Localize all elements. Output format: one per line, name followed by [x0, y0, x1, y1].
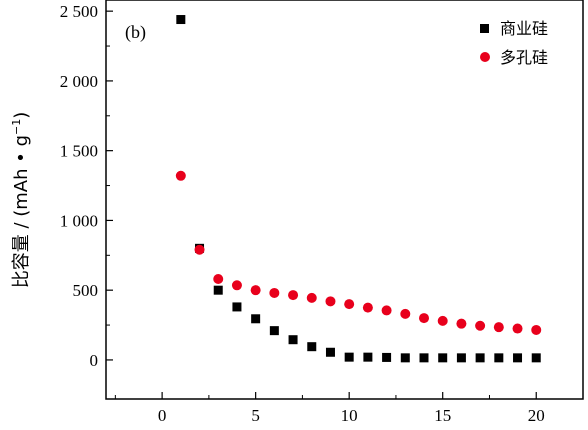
legend-marker-series-1	[480, 24, 489, 33]
data-point-series-2	[250, 285, 261, 296]
data-point-series-2	[306, 292, 317, 303]
x-tick-label: 10	[341, 406, 358, 425]
data-point-series-1	[531, 353, 541, 363]
y-tick-label: 2 000	[60, 72, 98, 91]
data-point-series-1	[363, 352, 373, 362]
data-point-series-2	[381, 305, 392, 316]
data-point-series-2	[493, 322, 504, 333]
legend-marker-series-2	[480, 52, 490, 62]
panel-label: (b)	[125, 22, 146, 43]
data-point-series-1	[325, 347, 335, 357]
y-axis-title: 比容量 / (mAh • g−1)	[10, 112, 32, 289]
data-point-series-2	[400, 308, 411, 319]
data-point-series-1	[475, 353, 485, 363]
data-point-series-2	[475, 320, 486, 331]
y-axis: 0 500 1 000 1 500 2 000 2 500	[60, 2, 113, 370]
data-point-series-2	[194, 244, 205, 255]
x-tick-label: 15	[434, 406, 451, 425]
data-point-series-1	[344, 352, 354, 362]
data-point-series-1	[400, 353, 410, 363]
data-point-series-2	[269, 287, 280, 298]
data-point-series-2	[231, 280, 242, 291]
data-point-series-1	[307, 342, 317, 352]
data-point-series-1	[419, 353, 429, 363]
data-marks	[175, 15, 542, 363]
data-point-series-1	[382, 352, 392, 362]
data-point-series-2	[325, 296, 336, 307]
y-tick-label: 0	[90, 351, 99, 370]
data-point-series-1	[232, 302, 242, 312]
data-point-series-1	[494, 353, 504, 363]
data-point-series-1	[269, 326, 279, 336]
data-point-series-2	[175, 170, 186, 181]
data-point-series-1	[176, 15, 186, 25]
data-point-series-2	[531, 324, 542, 335]
x-tick-label: 0	[158, 406, 167, 425]
y-axis-title-superscript: −1	[10, 119, 23, 135]
data-point-series-2	[362, 302, 373, 313]
data-point-series-2	[512, 323, 523, 334]
data-point-series-2	[437, 315, 448, 326]
legend: 商业硅 多孔硅	[480, 19, 548, 67]
data-point-series-1	[288, 335, 298, 345]
y-tick-label: 1 000	[60, 211, 98, 230]
y-axis-title-main: 比容量 / (mAh • g	[11, 135, 32, 288]
data-point-series-2	[288, 290, 299, 301]
data-point-series-1	[456, 353, 466, 363]
data-point-series-1	[513, 353, 523, 363]
data-point-series-2	[344, 299, 355, 310]
legend-label-series-2: 多孔硅	[500, 48, 548, 67]
data-point-series-2	[456, 318, 467, 329]
legend-label-series-1: 商业硅	[500, 19, 548, 38]
data-point-series-1	[213, 285, 223, 295]
x-tick-label: 5	[251, 406, 260, 425]
y-axis-title-close: )	[11, 112, 32, 119]
x-axis: 0 5 10 15 20	[114, 392, 545, 425]
x-tick-label: 20	[528, 406, 545, 425]
data-point-series-2	[213, 274, 224, 285]
plot-area-frame	[105, 0, 584, 400]
data-point-series-1	[251, 314, 261, 324]
y-tick-label: 500	[73, 281, 99, 300]
y-tick-label: 1 500	[60, 142, 98, 161]
y-tick-label: 2 500	[60, 2, 98, 21]
data-point-series-1	[438, 353, 448, 363]
data-point-series-2	[419, 313, 429, 324]
